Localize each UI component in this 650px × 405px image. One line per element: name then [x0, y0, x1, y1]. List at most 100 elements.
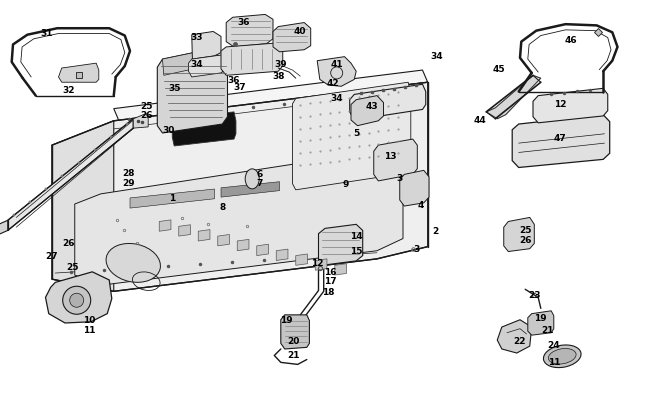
Polygon shape	[192, 32, 221, 60]
Polygon shape	[0, 221, 8, 236]
Text: 18: 18	[322, 287, 335, 296]
Polygon shape	[237, 240, 249, 251]
Polygon shape	[504, 218, 534, 252]
Text: 34: 34	[430, 51, 443, 60]
Polygon shape	[8, 119, 133, 231]
Ellipse shape	[543, 345, 581, 368]
Polygon shape	[198, 230, 210, 241]
Polygon shape	[350, 85, 426, 121]
Polygon shape	[179, 225, 190, 237]
Text: 21: 21	[287, 350, 300, 359]
Text: 34: 34	[330, 94, 343, 102]
Text: 22: 22	[514, 337, 526, 345]
Text: 40: 40	[294, 27, 307, 36]
Polygon shape	[335, 264, 346, 275]
Polygon shape	[162, 53, 228, 76]
Text: 3: 3	[396, 174, 403, 183]
Text: 26: 26	[519, 235, 532, 244]
Text: 21: 21	[541, 326, 554, 335]
Text: 28: 28	[122, 169, 135, 178]
Polygon shape	[75, 150, 403, 286]
Text: 16: 16	[324, 267, 337, 276]
Text: 47: 47	[554, 134, 567, 143]
Polygon shape	[276, 249, 288, 261]
Polygon shape	[52, 122, 114, 292]
Text: 3: 3	[413, 245, 419, 254]
Polygon shape	[46, 272, 112, 323]
Text: 45: 45	[493, 65, 506, 74]
Polygon shape	[315, 259, 327, 271]
Polygon shape	[528, 311, 554, 335]
Text: 44: 44	[473, 116, 486, 125]
Text: 20: 20	[287, 336, 300, 345]
Text: 12: 12	[554, 100, 567, 109]
Text: 7: 7	[257, 179, 263, 188]
Text: 5: 5	[353, 129, 359, 138]
Polygon shape	[512, 115, 610, 168]
Text: 12: 12	[311, 258, 324, 267]
Text: 41: 41	[330, 60, 343, 68]
Polygon shape	[486, 76, 541, 119]
Text: 10: 10	[83, 315, 96, 324]
Text: 24: 24	[547, 341, 560, 350]
Polygon shape	[157, 53, 227, 134]
Polygon shape	[281, 315, 309, 349]
Polygon shape	[497, 320, 532, 353]
Ellipse shape	[245, 169, 259, 190]
Text: 26: 26	[62, 239, 75, 247]
Text: 14: 14	[350, 231, 363, 240]
Text: 9: 9	[343, 180, 349, 189]
Polygon shape	[533, 89, 608, 124]
Text: 31: 31	[40, 29, 53, 38]
Polygon shape	[218, 235, 229, 246]
Polygon shape	[296, 254, 307, 266]
Polygon shape	[257, 245, 268, 256]
Text: 15: 15	[350, 247, 363, 256]
Polygon shape	[400, 171, 429, 207]
Text: 17: 17	[324, 276, 337, 285]
Text: 4: 4	[418, 200, 424, 209]
Polygon shape	[52, 83, 428, 292]
Text: 25: 25	[519, 226, 532, 234]
Text: 36: 36	[237, 18, 250, 27]
Circle shape	[62, 287, 91, 314]
Polygon shape	[292, 83, 411, 190]
Polygon shape	[114, 71, 428, 122]
Text: 43: 43	[365, 102, 378, 111]
Text: 19: 19	[534, 313, 547, 322]
Text: 36: 36	[227, 76, 240, 85]
Polygon shape	[221, 44, 283, 76]
Text: 27: 27	[46, 252, 58, 260]
Polygon shape	[221, 182, 280, 198]
Text: 33: 33	[190, 33, 203, 42]
Text: 30: 30	[162, 126, 176, 135]
Text: 38: 38	[272, 72, 285, 81]
Text: 34: 34	[190, 60, 203, 68]
Ellipse shape	[549, 349, 576, 364]
Text: 46: 46	[564, 36, 577, 45]
Ellipse shape	[106, 244, 161, 283]
Polygon shape	[159, 220, 171, 232]
Polygon shape	[172, 113, 236, 147]
Text: 6: 6	[257, 170, 263, 179]
Text: 25: 25	[66, 263, 79, 272]
Polygon shape	[130, 190, 214, 209]
Text: 39: 39	[274, 60, 287, 68]
Polygon shape	[318, 225, 363, 265]
Polygon shape	[317, 58, 356, 87]
Text: 42: 42	[326, 79, 339, 87]
Text: 8: 8	[219, 202, 226, 211]
Circle shape	[70, 294, 84, 307]
Polygon shape	[351, 96, 383, 126]
Polygon shape	[374, 140, 417, 181]
Text: 11: 11	[547, 357, 560, 366]
Text: 1: 1	[169, 194, 176, 203]
Text: 11: 11	[83, 326, 96, 335]
Polygon shape	[273, 23, 311, 53]
Text: 23: 23	[528, 290, 541, 299]
Text: 26: 26	[140, 111, 153, 120]
Polygon shape	[133, 114, 148, 129]
Text: 25: 25	[140, 102, 153, 111]
Polygon shape	[58, 64, 99, 83]
Text: 13: 13	[384, 151, 396, 160]
